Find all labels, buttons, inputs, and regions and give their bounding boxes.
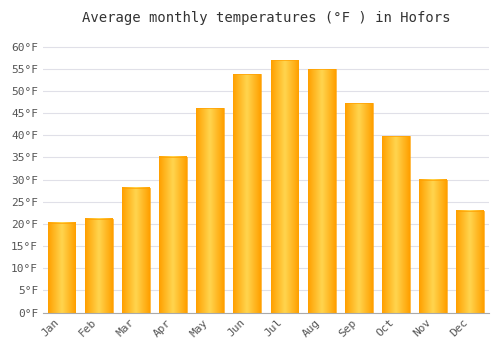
Bar — [85, 219, 112, 313]
Bar — [456, 211, 484, 313]
Bar — [419, 180, 447, 313]
Bar — [196, 108, 224, 313]
Bar — [48, 223, 76, 313]
Bar — [382, 136, 410, 313]
Title: Average monthly temperatures (°F ) in Hofors: Average monthly temperatures (°F ) in Ho… — [82, 11, 450, 25]
Bar — [122, 188, 150, 313]
Bar — [270, 60, 298, 313]
Bar — [234, 74, 262, 313]
Bar — [159, 156, 187, 313]
Bar — [308, 69, 336, 313]
Bar — [345, 103, 373, 313]
